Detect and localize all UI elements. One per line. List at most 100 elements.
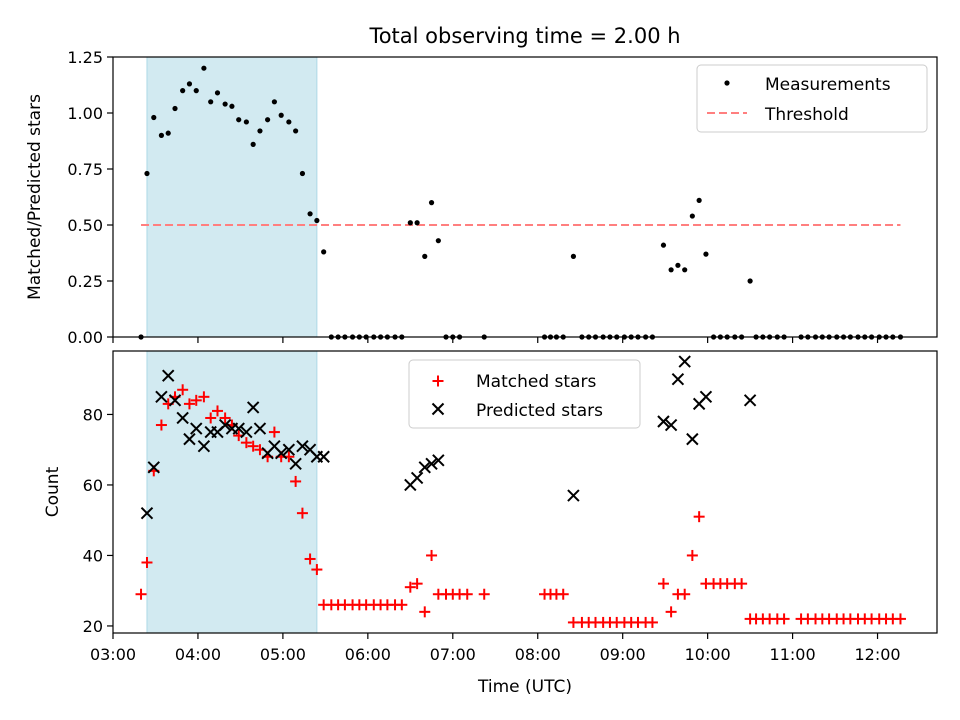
measurement-point	[314, 217, 320, 224]
matched-star-point	[894, 613, 906, 625]
matched-star-point	[679, 588, 691, 600]
matched-star-point	[268, 426, 280, 438]
chart-title: Total observing time = 2.00 h	[368, 24, 680, 48]
measurement-point	[257, 128, 263, 134]
predicted-star-point	[246, 401, 260, 414]
predicted-star-point	[686, 432, 699, 446]
x-tick-label: 12:00	[854, 645, 900, 664]
matched-star-point	[141, 557, 153, 568]
measurement-point	[435, 238, 441, 244]
predicted-star-point	[240, 425, 253, 439]
predicted-star-point	[699, 390, 713, 404]
measurement-point	[193, 88, 199, 94]
measurement-point	[422, 253, 428, 259]
matched-star-point	[135, 588, 147, 600]
predicted-star-point	[743, 394, 757, 407]
bottom-y-tick-label: 60	[83, 476, 103, 495]
measurement-point	[214, 90, 221, 96]
top-y-tick-label: 0.00	[67, 328, 103, 347]
measurement-point	[321, 249, 327, 255]
matched-star-point	[646, 616, 658, 628]
predicted-star-point	[432, 454, 445, 467]
predicted-star-point	[418, 461, 431, 474]
matched-star-point	[290, 475, 302, 487]
measurement-point	[243, 119, 249, 125]
matched-star-point	[736, 578, 748, 590]
measurement-point	[265, 117, 271, 123]
measurement-point	[682, 267, 688, 273]
top-y-tick-label: 1.25	[67, 48, 103, 67]
measurement-point	[668, 267, 674, 273]
predicted-star-point	[274, 447, 288, 460]
matched-star-point	[198, 391, 210, 403]
measurement-point	[703, 251, 709, 257]
x-tick-label: 07:00	[430, 645, 476, 664]
measurement-point	[675, 262, 681, 268]
matched-star-point	[665, 606, 677, 618]
predicted-star-point	[410, 471, 424, 485]
measurement-point	[208, 99, 214, 105]
bottom-y-axis-label: Count	[43, 466, 63, 517]
measurement-point	[414, 220, 420, 226]
matched-star-point	[426, 549, 438, 561]
legend-threshold-label: Threshold	[764, 105, 849, 125]
predicted-star-point	[317, 450, 330, 463]
top-shaded-region	[146, 56, 318, 338]
measurement-point	[689, 213, 695, 219]
matched-star-point	[419, 606, 431, 618]
measurement-point	[151, 114, 157, 121]
bottom-y-tick-label: 80	[83, 405, 103, 424]
matched-star-point	[247, 440, 259, 452]
matched-star-point	[478, 588, 490, 600]
predicted-star-point	[197, 439, 211, 453]
measurement-point	[293, 128, 299, 134]
predicted-star-point	[232, 422, 245, 435]
x-tick-label: 11:00	[770, 645, 816, 664]
matched-star-point	[183, 398, 195, 410]
top-legend-box	[696, 64, 928, 133]
legend-predicted-label: Predicted stars	[476, 401, 603, 421]
top-y-tick-label: 0.25	[67, 272, 103, 291]
measurement-point	[222, 101, 228, 107]
measurement-point	[286, 119, 292, 125]
measurement-point	[271, 99, 278, 105]
top-y-tick-label: 0.50	[67, 216, 103, 235]
measurement-point	[144, 170, 150, 177]
top-plot-frame	[112, 56, 938, 338]
matched-star-point	[657, 578, 669, 590]
bottom-y-tick-label: 20	[83, 617, 103, 636]
predicted-star-point	[678, 355, 691, 368]
predicted-star-point	[664, 418, 678, 432]
x-tick-label: 10:00	[685, 645, 731, 664]
predicted-star-point	[253, 422, 267, 435]
predicted-star-point	[176, 411, 189, 425]
matched-star-point	[155, 419, 167, 431]
measurement-point	[428, 200, 435, 206]
bottom-panel: 03:00 04:00 05:00 06:00 07:00 08:00 09:00 10:00…	[43, 350, 938, 664]
legend-matched-label: Matched stars	[476, 372, 596, 392]
predicted-star-point	[155, 390, 168, 404]
matched-star-point	[219, 412, 231, 424]
predicted-star-point	[147, 461, 160, 474]
bottom-legend-box	[408, 359, 641, 429]
measurement-point	[236, 117, 242, 123]
matched-star-point	[396, 599, 408, 611]
matched-star-point	[778, 613, 790, 625]
x-tick-label: 04:00	[175, 645, 221, 664]
measurement-point	[570, 253, 577, 259]
measurement-point	[229, 103, 235, 109]
measurement-point	[158, 132, 165, 138]
matched-star-point	[304, 553, 316, 565]
x-tick-label: 09:00	[600, 645, 646, 664]
x-tick-label: 05:00	[260, 645, 306, 664]
matched-star-point	[205, 412, 217, 424]
measurement-point	[186, 81, 193, 87]
predicted-star-point	[190, 422, 203, 435]
matched-star-point	[411, 578, 423, 590]
matched-star-point	[404, 581, 416, 593]
legend-predicted-marker	[431, 402, 445, 416]
measurement-point	[747, 278, 753, 284]
measurement-point	[180, 88, 186, 94]
matched-star-point	[296, 507, 308, 519]
predicted-star-point	[140, 506, 154, 520]
